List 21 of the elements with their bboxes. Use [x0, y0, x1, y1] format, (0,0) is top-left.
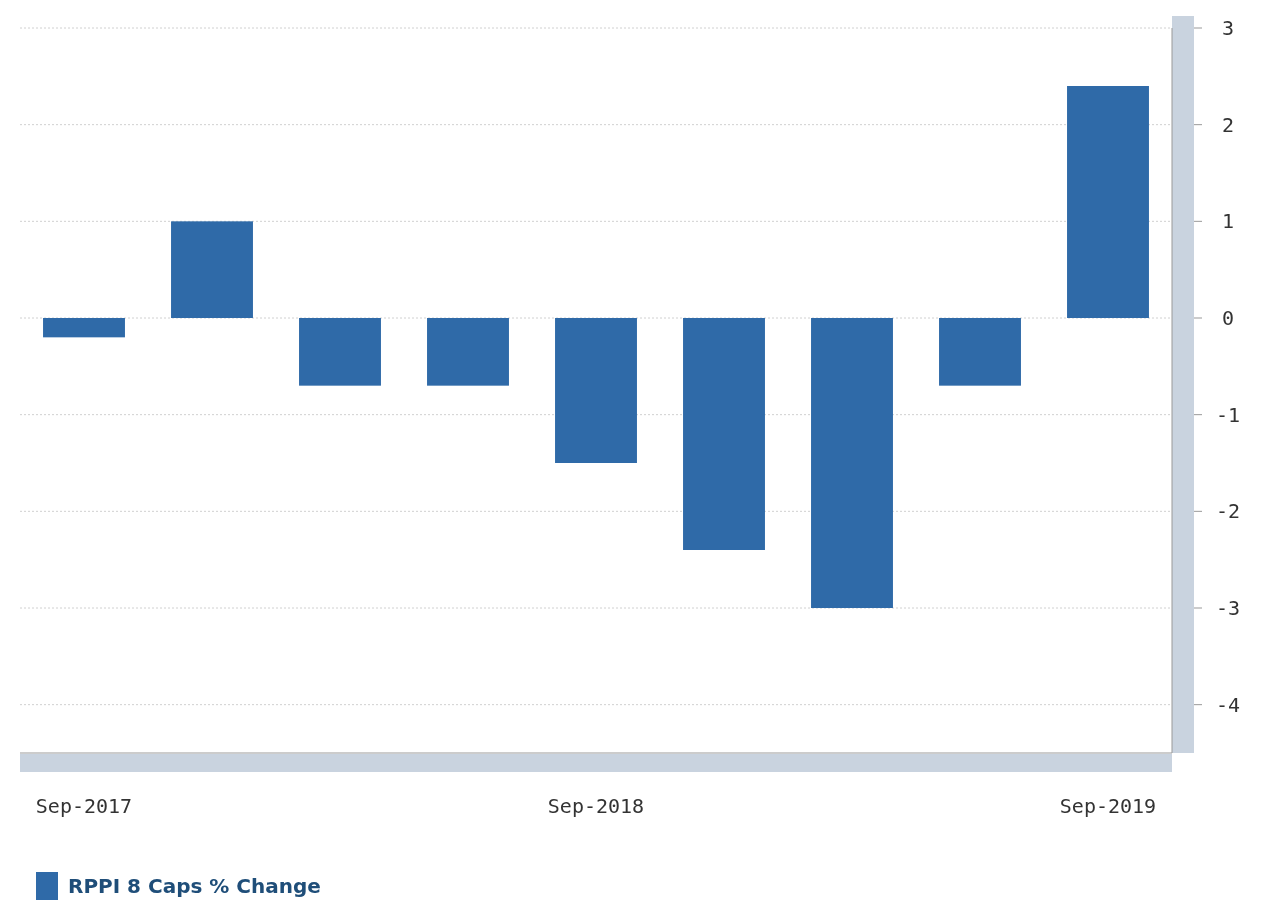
x-tick-label: Sep-2017: [35, 794, 133, 818]
y-tick-label: 3: [1221, 16, 1235, 40]
y-tick-label: -2: [1215, 499, 1241, 524]
bar: [683, 318, 765, 550]
y-tick-label: 1: [1221, 209, 1235, 234]
y-tick-label: -3: [1215, 596, 1241, 620]
y-tick-label: -4: [1215, 692, 1241, 717]
bar: [939, 318, 1021, 386]
bar: [171, 221, 253, 318]
y-tick-label: 2: [1221, 112, 1235, 137]
legend-label: RPPI 8 Caps % Change: [68, 874, 321, 898]
y-tick-label: 0: [1221, 306, 1235, 330]
x-tick-label: Sep-2018: [547, 794, 645, 818]
x-tick-label: Sep-2019: [1059, 794, 1157, 818]
bar: [299, 318, 381, 386]
y-tick-label: -1: [1215, 402, 1241, 427]
bar: [1067, 86, 1149, 318]
bar: [43, 318, 125, 338]
bar: [811, 318, 893, 608]
bar: [555, 318, 637, 463]
bar: [427, 318, 509, 386]
